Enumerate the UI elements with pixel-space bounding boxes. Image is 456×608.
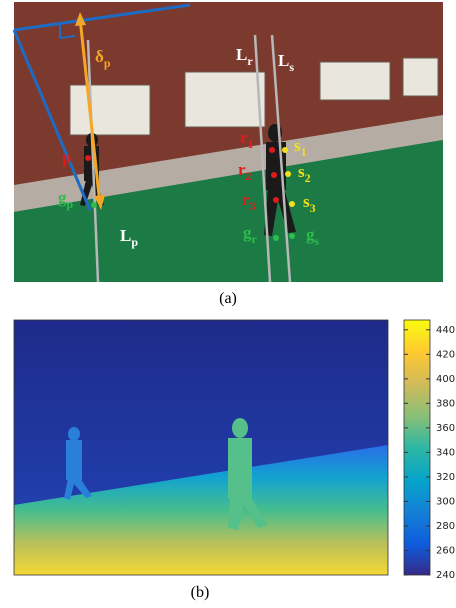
colorbar-tick-label: 440 [436, 325, 455, 336]
label-subscript: r [247, 54, 253, 68]
label-main: L [236, 45, 247, 64]
colorbar-tick-label: 380 [436, 398, 455, 409]
colorbar-tick-label: 260 [436, 545, 455, 556]
label-subscript: p [131, 235, 138, 249]
colorbar-tick-label: 420 [436, 349, 455, 360]
label-subscript: s [289, 60, 294, 74]
label-main: δ [95, 47, 104, 66]
label-subscript: p [67, 197, 74, 211]
figure: (a) 240 260 280 300 320 340 360 380 400 420 440 (b… [0, 0, 456, 608]
colorbar-tick-label: 240 [436, 570, 455, 581]
label-subscript: 1 [301, 145, 307, 159]
colorbar-tick-label: 340 [436, 447, 455, 458]
photo [14, 2, 443, 282]
label-subscript: 1 [248, 137, 254, 151]
label-main: L [278, 51, 289, 70]
colorbar [404, 320, 430, 575]
colorbar-tick-label: 360 [436, 423, 455, 434]
colorbar-tick-label: 300 [436, 496, 455, 507]
colorbar-tick-label: 320 [436, 472, 455, 483]
label-subscript: 3 [310, 201, 316, 215]
label-main: p [62, 148, 71, 167]
caption: (a) [219, 290, 237, 307]
colorbar-tick-label: 400 [436, 374, 455, 385]
label-subscript: p [104, 56, 111, 70]
label-subscript: r [252, 232, 258, 246]
label-subscript: s [315, 234, 320, 248]
caption: (b) [191, 584, 210, 601]
annotation-label: p [62, 148, 71, 167]
label-main: L [120, 226, 131, 245]
depth-map [14, 320, 388, 575]
label-subscript: 2 [305, 171, 311, 185]
label-subscript: 3 [250, 199, 256, 213]
label-subscript: 2 [246, 169, 252, 183]
colorbar-tick-label: 280 [436, 521, 455, 532]
